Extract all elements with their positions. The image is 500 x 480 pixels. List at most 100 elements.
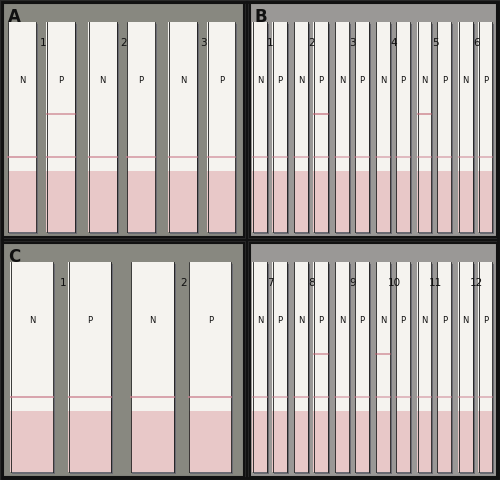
Bar: [335, 411, 349, 472]
Bar: [8, 171, 36, 232]
Text: P: P: [58, 76, 64, 85]
Bar: [376, 262, 391, 413]
Bar: [48, 24, 77, 234]
Bar: [250, 3, 497, 237]
Bar: [480, 264, 494, 474]
Bar: [478, 171, 493, 232]
Text: P: P: [277, 76, 282, 85]
Bar: [437, 22, 452, 173]
Bar: [207, 22, 236, 173]
Text: N: N: [28, 316, 35, 324]
Bar: [88, 22, 117, 173]
Bar: [458, 411, 473, 472]
Text: P: P: [400, 76, 406, 85]
Bar: [354, 411, 370, 472]
Text: 8: 8: [308, 278, 315, 288]
Bar: [294, 262, 308, 413]
Bar: [478, 22, 493, 173]
Bar: [3, 3, 244, 237]
Bar: [168, 171, 198, 232]
Text: 7: 7: [268, 278, 274, 288]
Text: P: P: [219, 76, 224, 85]
Text: N: N: [298, 316, 304, 324]
Bar: [294, 411, 308, 472]
Bar: [90, 24, 118, 234]
Text: N: N: [298, 76, 304, 85]
Text: 5: 5: [432, 38, 438, 48]
Text: N: N: [462, 316, 469, 324]
Bar: [272, 411, 287, 472]
Bar: [10, 262, 54, 413]
Bar: [272, 171, 287, 232]
Bar: [128, 24, 157, 234]
Bar: [254, 264, 269, 474]
Text: 6: 6: [473, 38, 480, 48]
Bar: [190, 264, 234, 474]
Text: P: P: [277, 316, 282, 324]
Bar: [460, 24, 474, 234]
Text: 3: 3: [350, 38, 356, 48]
Text: P: P: [208, 316, 213, 324]
Text: 9: 9: [350, 278, 356, 288]
Bar: [272, 22, 287, 173]
Bar: [376, 22, 391, 173]
Text: 10: 10: [388, 278, 400, 288]
Text: 1: 1: [40, 38, 46, 48]
Bar: [437, 171, 452, 232]
Bar: [88, 171, 117, 232]
Bar: [3, 243, 244, 477]
Text: P: P: [483, 76, 488, 85]
Bar: [356, 264, 371, 474]
Text: P: P: [138, 76, 143, 85]
Text: N: N: [100, 76, 106, 85]
Text: N: N: [180, 76, 186, 85]
Bar: [480, 24, 494, 234]
Bar: [250, 243, 497, 477]
Bar: [294, 22, 308, 173]
Text: N: N: [422, 316, 428, 324]
Text: 2: 2: [120, 38, 127, 48]
Bar: [70, 264, 113, 474]
Text: 11: 11: [428, 278, 442, 288]
Bar: [336, 264, 351, 474]
Bar: [396, 262, 410, 413]
Bar: [68, 411, 112, 472]
Bar: [335, 262, 349, 413]
Text: P: P: [318, 316, 324, 324]
Bar: [437, 411, 452, 472]
Text: N: N: [256, 76, 263, 85]
Bar: [314, 262, 328, 413]
Bar: [252, 411, 268, 472]
Text: N: N: [462, 76, 469, 85]
Text: 2: 2: [180, 278, 187, 288]
Text: N: N: [256, 316, 263, 324]
Bar: [314, 22, 328, 173]
Bar: [132, 264, 176, 474]
Bar: [208, 24, 238, 234]
Bar: [437, 262, 452, 413]
Text: P: P: [442, 316, 447, 324]
Text: P: P: [318, 76, 324, 85]
Bar: [376, 171, 391, 232]
Bar: [417, 411, 432, 472]
Bar: [68, 262, 112, 413]
Bar: [126, 22, 156, 173]
Text: 2: 2: [308, 38, 315, 48]
Bar: [12, 264, 55, 474]
Bar: [336, 24, 351, 234]
Bar: [458, 22, 473, 173]
Bar: [252, 262, 268, 413]
Bar: [396, 171, 410, 232]
Bar: [295, 24, 310, 234]
Text: P: P: [442, 76, 447, 85]
Bar: [458, 262, 473, 413]
Text: N: N: [339, 76, 345, 85]
Text: 1: 1: [60, 278, 66, 288]
Text: C: C: [8, 248, 20, 266]
Bar: [46, 22, 76, 173]
Bar: [315, 24, 330, 234]
Bar: [354, 171, 370, 232]
Text: N: N: [149, 316, 156, 324]
Bar: [396, 411, 410, 472]
Text: 3: 3: [200, 38, 207, 48]
